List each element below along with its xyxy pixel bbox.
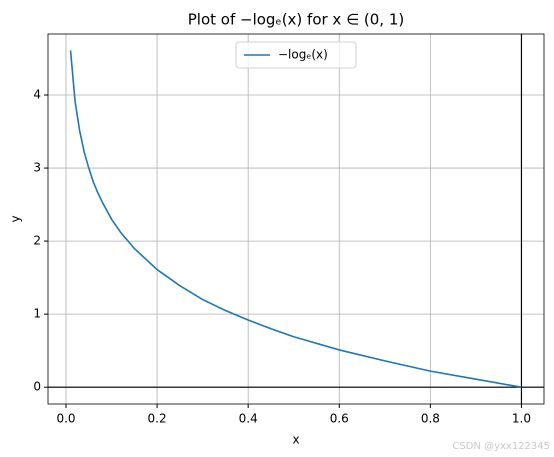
x-tick-label: 0.8 [421, 412, 440, 426]
plot-frame [47, 33, 545, 405]
y-tick-label: 4 [33, 87, 41, 101]
y-tick-label: 3 [33, 161, 41, 175]
legend-label: −logₑ(x) [278, 48, 328, 62]
x-axis-label: x [292, 433, 299, 447]
y-axis-label: y [9, 215, 23, 222]
chart-title: Plot of −logₑ(x) for x ∈ (0, 1) [188, 11, 405, 29]
x-tick-label: 0.4 [239, 412, 258, 426]
x-tick-label: 0.6 [330, 412, 349, 426]
legend-box [235, 41, 357, 69]
x-tick-label: 1.0 [512, 412, 531, 426]
line-series [69, 50, 522, 388]
x-tick-label: 0.0 [56, 412, 75, 426]
y-tick-label: 2 [33, 234, 41, 248]
y-tick-label: 0 [33, 380, 41, 394]
y-tick-label: 1 [33, 307, 41, 321]
watermark: CSDN @yxx122345 [452, 441, 550, 452]
x-tick-label: 0.2 [148, 412, 167, 426]
